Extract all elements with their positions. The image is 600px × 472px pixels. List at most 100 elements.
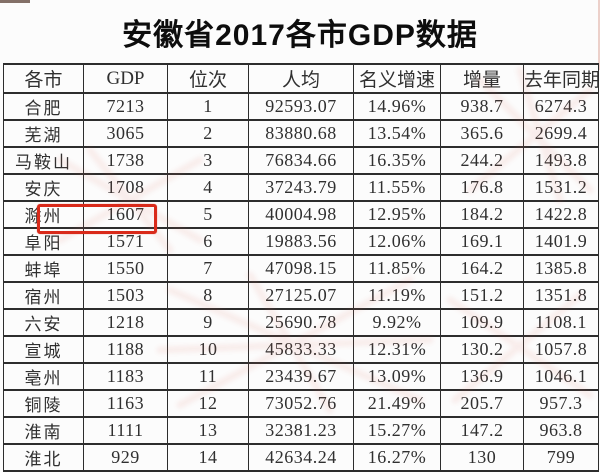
table-cell-rank: 8: [167, 281, 249, 310]
column-header-city: 各市: [3, 63, 84, 94]
table-cell-gdp: 1503: [83, 281, 168, 310]
table-cell-nominal-growth: 11.55%: [353, 173, 441, 202]
city-name: 芜湖: [3, 119, 84, 148]
edge-artifact-line: [598, 0, 600, 70]
table-cell-nominal-growth: 12.95%: [353, 200, 441, 229]
table-row-合肥: 合肥 7213 1 92593.07 14.96% 938.7 6274.3: [3, 92, 599, 121]
table-cell-nominal-growth: 9.92%: [353, 308, 441, 337]
table-cell-rank: 7: [167, 254, 249, 283]
table-cell-nominal-growth: 13.54%: [353, 119, 441, 148]
table-cell-per-capita: 40004.98: [248, 200, 354, 229]
table-cell-last-year-same-period: 957.3: [523, 389, 599, 418]
table-cell-rank: 2: [167, 119, 249, 148]
table-row-亳州: 亳州 1183 11 23439.67 13.09% 136.9 1046.1: [3, 362, 599, 391]
city-name: 淮南: [3, 416, 84, 445]
city-name: 马鞍山: [3, 146, 84, 175]
table-cell-increment: 176.8: [440, 173, 524, 202]
table-cell-last-year-same-period: 1351.8: [523, 281, 599, 310]
table-cell-increment: 205.7: [440, 389, 524, 418]
city-name: 宣城: [3, 335, 84, 364]
table-cell-last-year-same-period: 799: [523, 443, 599, 472]
table-cell-increment: 169.1: [440, 227, 524, 256]
table-cell-per-capita: 92593.07: [248, 92, 354, 121]
table-header-row: 各市 GDP 位次 人均 名义增速 增量 去年同期: [3, 63, 599, 94]
table-row-滁州: 滁州 1607 5 40004.98 12.95% 184.2 1422.8: [3, 200, 599, 229]
table-cell-gdp: 929: [83, 443, 168, 472]
table-cell-per-capita: 47098.15: [248, 254, 354, 283]
table-cell-last-year-same-period: 1401.9: [523, 227, 599, 256]
table-cell-increment: 164.2: [440, 254, 524, 283]
column-header-increment: 增量: [440, 63, 524, 94]
table-cell-increment: 184.2: [440, 200, 524, 229]
table-row-芜湖: 芜湖 3065 2 83880.68 13.54% 365.6 2699.4: [3, 119, 599, 148]
city-name: 安庆: [3, 173, 84, 202]
table-row-铜陵: 铜陵 1163 12 73052.76 21.49% 205.7 957.3: [3, 389, 599, 418]
table-cell-last-year-same-period: 1531.2: [523, 173, 599, 202]
table-cell-nominal-growth: 16.27%: [353, 443, 441, 472]
table-cell-increment: 109.9: [440, 308, 524, 337]
table-cell-gdp: 1708: [83, 173, 168, 202]
table-row-淮南: 淮南 1111 13 32381.23 15.27% 147.2 963.8: [3, 416, 599, 445]
table-cell-nominal-growth: 13.09%: [353, 362, 441, 391]
table-cell-gdp: 1607: [83, 200, 168, 229]
city-name: 铜陵: [3, 389, 84, 418]
table-cell-last-year-same-period: 1493.8: [523, 146, 599, 175]
table-row-马鞍山: 马鞍山 1738 3 76834.66 16.35% 244.2 1493.8: [3, 146, 599, 175]
table-cell-last-year-same-period: 2699.4: [523, 119, 599, 148]
column-header-last-year-same-period: 去年同期: [523, 63, 599, 94]
table-cell-increment: 244.2: [440, 146, 524, 175]
table-cell-nominal-growth: 16.35%: [353, 146, 441, 175]
table-row-安庆: 安庆 1708 4 37243.79 11.55% 176.8 1531.2: [3, 173, 599, 202]
table-cell-gdp: 1183: [83, 362, 168, 391]
table-cell-per-capita: 32381.23: [248, 416, 354, 445]
table-cell-last-year-same-period: 1046.1: [523, 362, 599, 391]
table-cell-per-capita: 23439.67: [248, 362, 354, 391]
table-cell-gdp: 1550: [83, 254, 168, 283]
table-cell-rank: 12: [167, 389, 249, 418]
table-cell-rank: 3: [167, 146, 249, 175]
table-cell-last-year-same-period: 1422.8: [523, 200, 599, 229]
table-cell-increment: 136.9: [440, 362, 524, 391]
table-cell-nominal-growth: 14.96%: [353, 92, 441, 121]
table-cell-gdp: 1571: [83, 227, 168, 256]
table-cell-nominal-growth: 11.19%: [353, 281, 441, 310]
city-name: 阜阳: [3, 227, 84, 256]
table-row-宿州: 宿州 1503 8 27125.07 11.19% 151.2 1351.8: [3, 281, 599, 310]
table-cell-gdp: 3065: [83, 119, 168, 148]
city-name: 宿州: [3, 281, 84, 310]
city-name: 合肥: [3, 92, 84, 121]
table-cell-per-capita: 45833.33: [248, 335, 354, 364]
column-header-rank: 位次: [167, 63, 249, 94]
table-cell-gdp: 1738: [83, 146, 168, 175]
table-cell-increment: 365.6: [440, 119, 524, 148]
column-header-per-capita: 人均: [248, 63, 354, 94]
table-cell-nominal-growth: 12.31%: [353, 335, 441, 364]
table-cell-rank: 5: [167, 200, 249, 229]
table-cell-per-capita: 73052.76: [248, 389, 354, 418]
table-row-阜阳: 阜阳 1571 6 19883.56 12.06% 169.1 1401.9: [3, 227, 599, 256]
table-cell-last-year-same-period: 1057.8: [523, 335, 599, 364]
table-cell-last-year-same-period: 963.8: [523, 416, 599, 445]
table-row-宣城: 宣城 1188 10 45833.33 12.31% 130.2 1057.8: [3, 335, 599, 364]
table-row-淮北: 淮北 929 14 42634.24 16.27% 130 799: [3, 443, 599, 472]
city-name: 亳州: [3, 362, 84, 391]
table-cell-rank: 13: [167, 416, 249, 445]
table-cell-per-capita: 76834.66: [248, 146, 354, 175]
gdp-table: 各市 GDP 位次 人均 名义增速 增量 去年同期 合肥 7213 1 92593.07 14.96…: [3, 63, 599, 472]
table-cell-rank: 6: [167, 227, 249, 256]
table-cell-rank: 10: [167, 335, 249, 364]
table-cell-gdp: 1111: [83, 416, 168, 445]
table-cell-increment: 130: [440, 443, 524, 472]
city-name: 六安: [3, 308, 84, 337]
table-cell-per-capita: 19883.56: [248, 227, 354, 256]
table-row-六安: 六安 1218 9 25690.78 9.92% 109.9 1108.1: [3, 308, 599, 337]
city-name: 淮北: [3, 443, 84, 472]
table-cell-per-capita: 25690.78: [248, 308, 354, 337]
corner-mark: [0, 0, 30, 3]
table-cell-increment: 938.7: [440, 92, 524, 121]
table-cell-gdp: 1188: [83, 335, 168, 364]
table-cell-rank: 14: [167, 443, 249, 472]
column-header-nominal-growth: 名义增速: [353, 63, 441, 94]
table-cell-nominal-growth: 11.85%: [353, 254, 441, 283]
